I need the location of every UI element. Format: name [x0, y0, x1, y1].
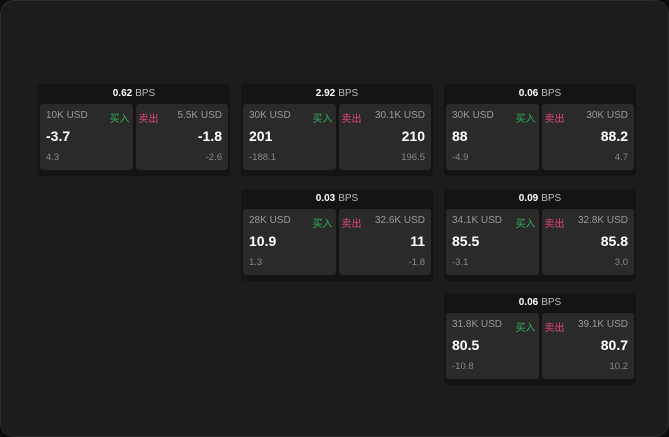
buy-label: 买入 [515, 219, 536, 230]
bid-tile[interactable]: 30K USD 买入 201 -188.1 [243, 104, 336, 170]
bid-amount: 30K USD [452, 110, 494, 121]
buy-label: 买入 [515, 114, 536, 125]
ask-price: 11 [410, 233, 425, 249]
ask-tile[interactable]: 30K USD 卖出 88.2 4.7 [541, 104, 634, 170]
bid-change: 4.3 [46, 152, 60, 163]
buy-label: 买入 [312, 219, 333, 230]
bid-tile[interactable]: 34.1K USD 买入 85.5 -3.1 [446, 209, 539, 275]
spread-unit: BPS [338, 88, 359, 99]
ask-change: 4.7 [614, 152, 628, 163]
ask-amount: 39.1K USD [577, 319, 628, 330]
bid-tile[interactable]: 10K USD 买入 -3.7 4.3 [40, 104, 133, 170]
sell-label: 卖出 [544, 219, 565, 230]
bid-price: 201 [249, 128, 273, 144]
bid-amount: 34.1K USD [452, 215, 503, 226]
bid-price: 80.5 [452, 337, 480, 353]
ask-amount: 32.6K USD [374, 215, 425, 226]
spread-unit: BPS [541, 88, 562, 99]
quote-card: 0.06 BPS 31.8K USD 买入 80.5 -10.8 39.1K US… [444, 293, 636, 385]
spread-value: 0.06 [518, 88, 539, 99]
spread-header: 0.03 BPS [241, 189, 433, 209]
buy-label: 买入 [312, 114, 333, 125]
ask-tile[interactable]: 32.8K USD 卖出 85.8 3.0 [541, 209, 634, 275]
sell-label: 卖出 [341, 114, 362, 125]
ask-tile[interactable]: 32.6K USD 卖出 11 -1.8 [338, 209, 431, 275]
ask-change: 3.0 [614, 257, 628, 268]
ask-change: 10.2 [609, 361, 629, 372]
bid-price: 10.9 [249, 233, 277, 249]
bid-price: 88 [452, 128, 468, 144]
spread-unit: BPS [135, 88, 156, 99]
ask-price: 88.2 [600, 128, 628, 144]
bid-tile[interactable]: 31.8K USD 买入 80.5 -10.8 [446, 313, 539, 379]
bid-change: -4.9 [452, 152, 469, 163]
spread-header: 2.92 BPS [241, 84, 433, 104]
bid-change: -188.1 [249, 152, 276, 163]
bid-tile[interactable]: 28K USD 买入 10.9 1.3 [243, 209, 336, 275]
bid-price: 85.5 [452, 233, 480, 249]
spread-header: 0.09 BPS [444, 189, 636, 209]
ask-price: 80.7 [600, 337, 628, 353]
ask-tile[interactable]: 39.1K USD 卖出 80.7 10.2 [541, 313, 634, 379]
spread-value: 0.06 [518, 297, 539, 308]
spread-value: 0.09 [518, 193, 539, 204]
quote-card: 0.03 BPS 28K USD 买入 10.9 1.3 32.6K USD 卖出… [241, 189, 433, 281]
ask-price: 210 [401, 128, 425, 144]
quote-card: 0.06 BPS 30K USD 买入 88 -4.9 30K USD 卖出 88… [444, 84, 636, 176]
quote-card: 2.92 BPS 30K USD 买入 201 -188.1 30.1K USD … [241, 84, 433, 176]
bid-change: -10.8 [452, 361, 474, 372]
sell-label: 卖出 [544, 323, 565, 334]
ask-price: -1.8 [197, 128, 222, 144]
spread-unit: BPS [541, 193, 562, 204]
sell-label: 卖出 [544, 114, 565, 125]
bid-amount: 28K USD [249, 215, 291, 226]
bid-amount: 10K USD [46, 110, 88, 121]
spread-value: 2.92 [315, 88, 336, 99]
spread-header: 0.06 BPS [444, 84, 636, 104]
ask-change: -2.6 [205, 152, 222, 163]
spread-header: 0.06 BPS [444, 293, 636, 313]
sell-label: 卖出 [138, 114, 159, 125]
ask-price: 85.8 [600, 233, 628, 249]
bid-price: -3.7 [46, 128, 71, 144]
bid-amount: 31.8K USD [452, 319, 503, 330]
spread-header: 0.62 BPS [38, 84, 230, 104]
ask-amount: 30K USD [586, 110, 628, 121]
ask-amount: 32.8K USD [577, 215, 628, 226]
bid-tile[interactable]: 30K USD 买入 88 -4.9 [446, 104, 539, 170]
quote-card: 0.09 BPS 34.1K USD 买入 85.5 -3.1 32.8K USD… [444, 189, 636, 281]
spread-value: 0.62 [112, 88, 133, 99]
buy-label: 买入 [515, 323, 536, 334]
bid-change: 1.3 [249, 257, 263, 268]
ask-tile[interactable]: 5.5K USD 卖出 -1.8 -2.6 [135, 104, 228, 170]
ask-change: -1.8 [408, 257, 425, 268]
spread-unit: BPS [541, 297, 562, 308]
ask-amount: 30.1K USD [374, 110, 425, 121]
quote-card: 0.62 BPS 10K USD 买入 -3.7 4.3 5.5K USD 卖出 … [38, 84, 230, 176]
bid-change: -3.1 [452, 257, 469, 268]
ask-tile[interactable]: 30.1K USD 卖出 210 196.5 [338, 104, 431, 170]
bid-amount: 30K USD [249, 110, 291, 121]
buy-label: 买入 [109, 114, 130, 125]
ask-amount: 5.5K USD [177, 110, 222, 121]
spread-unit: BPS [338, 193, 359, 204]
spread-value: 0.03 [315, 193, 336, 204]
sell-label: 卖出 [341, 219, 362, 230]
ask-change: 196.5 [401, 152, 425, 163]
